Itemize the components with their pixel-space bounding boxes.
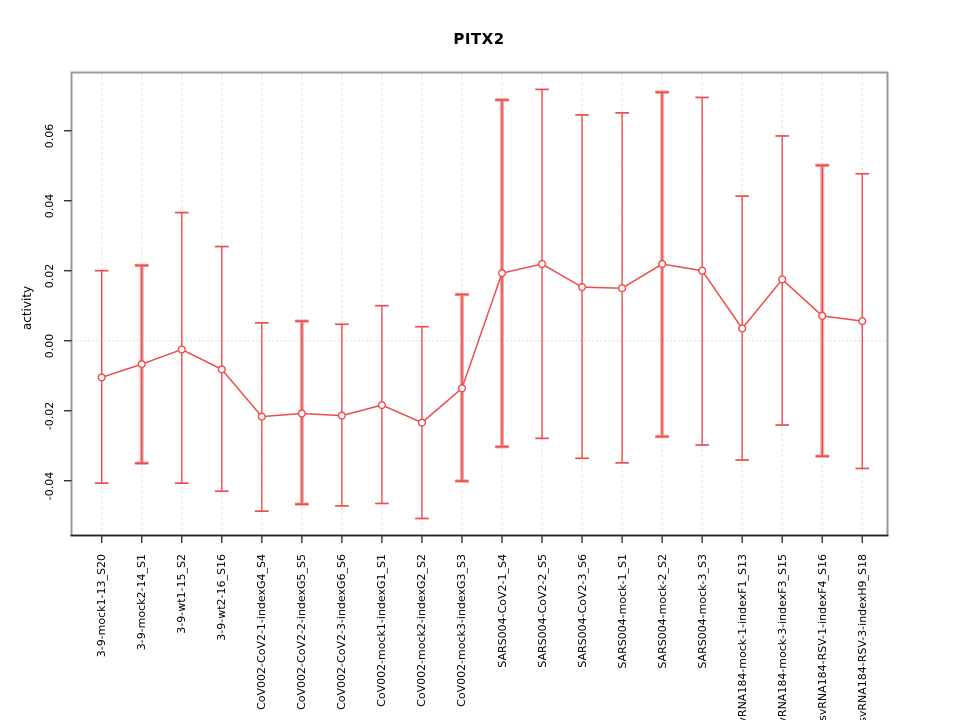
data-point (177, 345, 186, 354)
data-point (738, 324, 747, 333)
data-point (858, 317, 867, 326)
x-tick-label-text: SARS004-mock-2_S2 (655, 554, 669, 669)
x-tick-label-text: 3-9-wt2-16_S16 (215, 554, 229, 641)
y-tick-label-text: 0.06 (43, 123, 56, 148)
plot-frame (70, 71, 889, 537)
y-tick-label-text: 0.00 (43, 333, 56, 358)
x-tick-label-text: SARS004-mock-1_S1 (615, 554, 629, 669)
x-tick-label-text: SARS004-CoV2-3_S6 (575, 554, 589, 668)
x-tick-label-text: 3-9-wt1-15_S2 (175, 554, 189, 634)
data-point (97, 373, 106, 382)
x-tick-label-text: CoV002-mock3-indexG3_S3 (455, 554, 469, 707)
x-tick-label-text: CoV002-mock1-indexG1_S1 (375, 554, 389, 707)
error-bars (94, 88, 870, 520)
x-tick-label-text: 3-9-mock1-13_S20 (95, 554, 109, 658)
x-tick-label-text: 3-9-mock2-14_S1 (135, 554, 149, 651)
data-point (577, 283, 587, 292)
data-point (417, 418, 427, 427)
data-point (778, 275, 787, 284)
x-tick-label-text: svRNA184-mock-3-indexF3_S15 (775, 554, 789, 720)
data-point (497, 269, 507, 278)
data-point (337, 411, 346, 420)
x-tick-label-text: SARS004-CoV2-1_S4 (495, 554, 509, 668)
x-tick-label-text: SARS004-mock-3_S3 (695, 554, 709, 669)
axis-ticks (64, 129, 863, 543)
x-tick-label-text: SARS004-CoV2-2_S5 (535, 554, 549, 668)
x-tick-label-text: CoV002-CoV2-2-indexG5_S5 (295, 554, 309, 710)
y-tick-label-text: 0.02 (43, 263, 56, 288)
y-tick-label-text: -0.02 (43, 401, 56, 430)
y-tick-label-text: -0.04 (43, 471, 56, 500)
x-tick-label-text: CoV002-mock2-indexG2_S2 (415, 554, 429, 707)
data-point (137, 360, 146, 369)
vertical-gridlines (101, 72, 863, 536)
data-point (377, 401, 387, 410)
data-point (297, 409, 306, 418)
x-tick-label-text: CoV002-CoV2-1-indexG4_S4 (255, 554, 269, 710)
data-point (217, 365, 226, 374)
data-point (457, 384, 467, 393)
data-point (698, 266, 707, 275)
chart-title: PITX2 (453, 30, 505, 48)
x-tick-label-text: CoV002-CoV2-3-indexG6_S6 (335, 554, 349, 710)
data-point (617, 284, 627, 293)
x-tick-label-text: svRNA184-RSV-3-indexH9_S18 (855, 554, 869, 720)
data-point (818, 311, 827, 320)
data-points (97, 259, 867, 427)
data-point (537, 259, 547, 269)
series-line (101, 263, 863, 424)
x-tick-label-text: svRNA184-mock-1-indexF1_S13 (735, 554, 749, 720)
x-tick-label-text: svRNA184-RSV-1-indexF4_S16 (815, 554, 829, 720)
y-tick-label-text: 0.04 (43, 193, 56, 218)
data-point (658, 259, 667, 269)
data-point (257, 412, 266, 421)
